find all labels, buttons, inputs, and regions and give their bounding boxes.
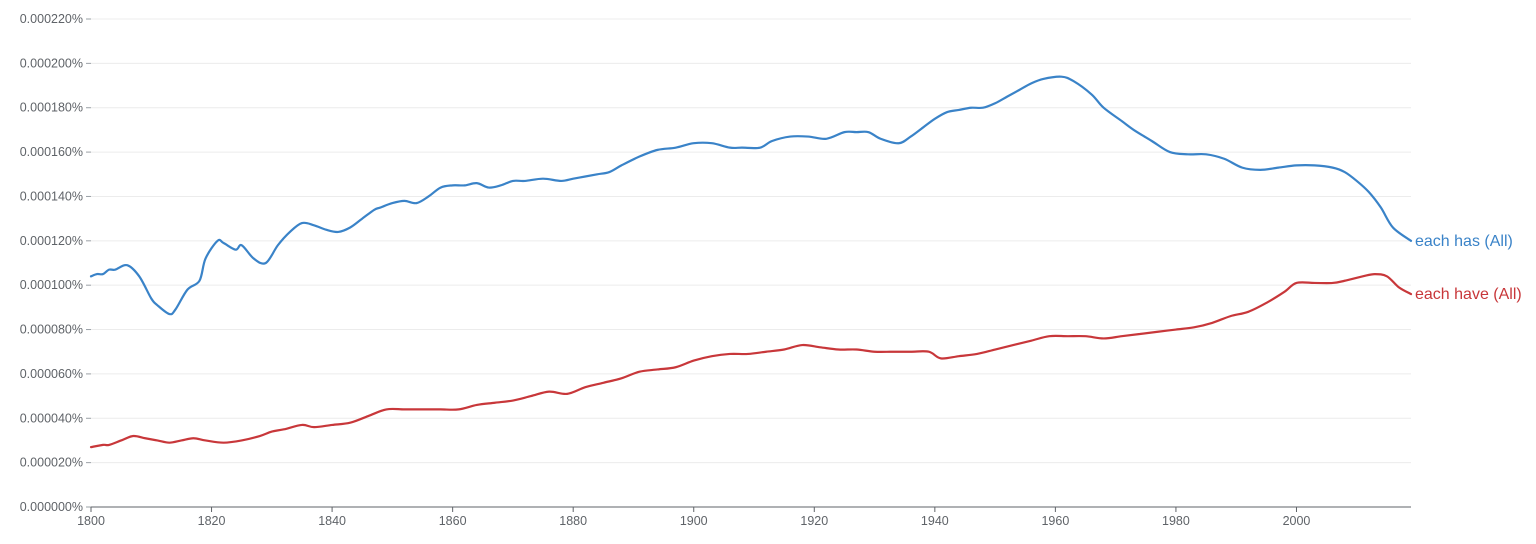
y-tick-label: 0.000200% (20, 56, 83, 70)
y-tick-label: 0.000220% (20, 12, 83, 26)
x-tick-label: 1980 (1162, 514, 1190, 528)
y-tick-label: 0.000000% (20, 500, 83, 514)
x-tick-label: 1840 (318, 514, 346, 528)
y-tick-label: 0.000180% (20, 101, 83, 115)
x-tick-label: 1860 (439, 514, 467, 528)
x-tick-label: 1900 (680, 514, 708, 528)
legend-label-each-has[interactable]: each has (All) (1415, 233, 1513, 250)
x-tick-label: 1800 (77, 514, 105, 528)
legend-layer: each has (All) each have (All) (1415, 233, 1522, 303)
x-tick-label: 1880 (559, 514, 587, 528)
y-tick-label: 0.000100% (20, 278, 83, 292)
y-tick-label: 0.000020% (20, 456, 83, 470)
y-tick-label: 0.000140% (20, 189, 83, 203)
x-tick-label: 1940 (921, 514, 949, 528)
y-tick-label: 0.000040% (20, 411, 83, 425)
x-tick-label: 1920 (800, 514, 828, 528)
series-line-each-have[interactable] (89, 272, 1413, 449)
grid-layer (91, 18, 1411, 464)
legend-label-each-have[interactable]: each have (All) (1415, 286, 1522, 303)
y-tick-label: 0.000060% (20, 367, 83, 381)
series-layer (89, 75, 1413, 449)
series-line-each-has[interactable] (89, 75, 1413, 316)
y-tick-label: 0.000160% (20, 145, 83, 159)
x-tick-label: 2000 (1283, 514, 1311, 528)
x-tick-label: 1960 (1041, 514, 1069, 528)
y-tick-label: 0.000080% (20, 323, 83, 337)
x-tick-label: 1820 (198, 514, 226, 528)
axis-layer: 0.000000% 0.000020% 0.000040% 0.000060% 0.00… (20, 12, 1411, 528)
y-tick-label: 0.000120% (20, 234, 83, 248)
